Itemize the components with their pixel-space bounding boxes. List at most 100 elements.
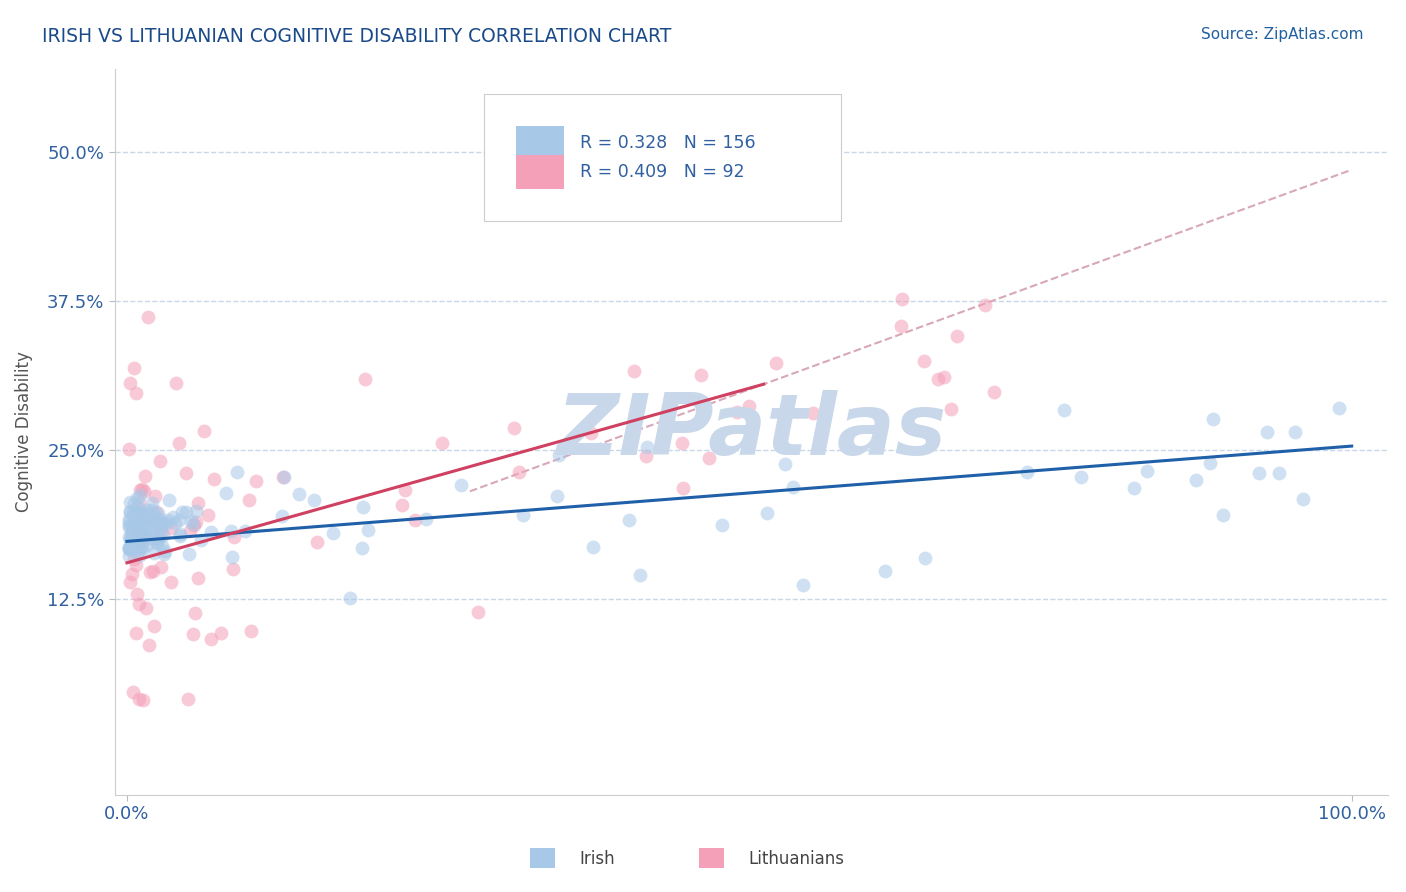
Point xyxy=(141,511,163,525)
Point xyxy=(169,436,191,450)
Point xyxy=(226,465,249,479)
Point xyxy=(239,624,262,638)
Bar xyxy=(516,155,564,188)
Point xyxy=(1053,403,1076,417)
Point xyxy=(1199,456,1222,470)
Point xyxy=(145,505,167,519)
Point xyxy=(128,530,150,544)
Point xyxy=(179,524,201,538)
Point xyxy=(150,516,173,531)
Point xyxy=(143,546,166,560)
Point xyxy=(124,507,146,521)
Point xyxy=(200,632,222,646)
Point xyxy=(131,508,153,523)
Point xyxy=(120,532,142,546)
Point xyxy=(914,353,936,368)
Point xyxy=(792,578,814,592)
Point xyxy=(125,558,148,572)
Point xyxy=(128,538,150,552)
Point xyxy=(1256,425,1278,439)
Point xyxy=(711,518,734,533)
Point xyxy=(945,329,967,343)
Point xyxy=(127,587,149,601)
Point xyxy=(617,513,640,527)
Point xyxy=(546,489,568,503)
Point xyxy=(129,548,152,562)
Point xyxy=(121,567,143,582)
Point xyxy=(128,483,150,497)
Point xyxy=(197,508,219,522)
Point xyxy=(128,539,150,553)
Point xyxy=(149,515,172,529)
Point xyxy=(128,496,150,510)
Point xyxy=(120,505,142,519)
Point xyxy=(149,524,172,539)
Point xyxy=(128,527,150,541)
Point xyxy=(508,465,530,479)
Point xyxy=(221,549,243,564)
Point xyxy=(222,530,245,544)
Point xyxy=(120,574,142,589)
Point xyxy=(415,511,437,525)
Point xyxy=(120,495,142,509)
Point xyxy=(271,509,294,524)
Point xyxy=(176,691,198,706)
Point xyxy=(973,298,995,312)
Point xyxy=(233,524,256,539)
Point xyxy=(139,532,162,546)
Point xyxy=(122,517,145,532)
Point xyxy=(150,539,173,553)
Point xyxy=(200,524,222,539)
Text: Lithuanians: Lithuanians xyxy=(748,850,844,868)
Point xyxy=(129,515,152,529)
Point xyxy=(430,436,453,450)
Point xyxy=(118,520,141,534)
Point xyxy=(184,606,207,620)
Point xyxy=(1327,401,1350,415)
Text: ZIPatlas: ZIPatlas xyxy=(557,391,946,474)
Point xyxy=(354,372,377,386)
Point xyxy=(129,504,152,518)
Point xyxy=(174,505,197,519)
Point xyxy=(129,527,152,541)
Point xyxy=(132,532,155,546)
Point xyxy=(127,539,149,553)
Point xyxy=(983,385,1005,400)
Point xyxy=(132,483,155,498)
Point xyxy=(131,530,153,544)
Point xyxy=(128,527,150,541)
Point xyxy=(193,424,215,438)
Point xyxy=(127,500,149,514)
Point xyxy=(927,372,949,386)
Point xyxy=(156,513,179,527)
Point xyxy=(122,524,145,538)
Point xyxy=(124,509,146,524)
Point xyxy=(128,692,150,706)
Point xyxy=(148,529,170,543)
Point xyxy=(132,693,155,707)
Point xyxy=(121,520,143,534)
Point xyxy=(121,524,143,539)
Point xyxy=(932,370,955,384)
Point xyxy=(165,516,187,530)
Point xyxy=(305,535,328,549)
Text: IRISH VS LITHUANIAN COGNITIVE DISABILITY CORRELATION CHART: IRISH VS LITHUANIAN COGNITIVE DISABILITY… xyxy=(42,27,672,45)
Point xyxy=(238,493,260,508)
Point xyxy=(120,533,142,548)
Point xyxy=(138,565,160,579)
Point xyxy=(146,532,169,546)
Point xyxy=(581,425,603,440)
Point xyxy=(145,518,167,533)
Point xyxy=(450,477,472,491)
Point xyxy=(148,506,170,520)
Point xyxy=(125,491,148,505)
Point xyxy=(152,518,174,533)
Point xyxy=(941,402,963,417)
Point xyxy=(782,480,804,494)
Text: R = 0.328   N = 156: R = 0.328 N = 156 xyxy=(579,134,755,152)
Point xyxy=(135,601,157,615)
Point xyxy=(159,574,181,589)
Point xyxy=(132,523,155,537)
Point xyxy=(122,515,145,529)
Point xyxy=(125,506,148,520)
